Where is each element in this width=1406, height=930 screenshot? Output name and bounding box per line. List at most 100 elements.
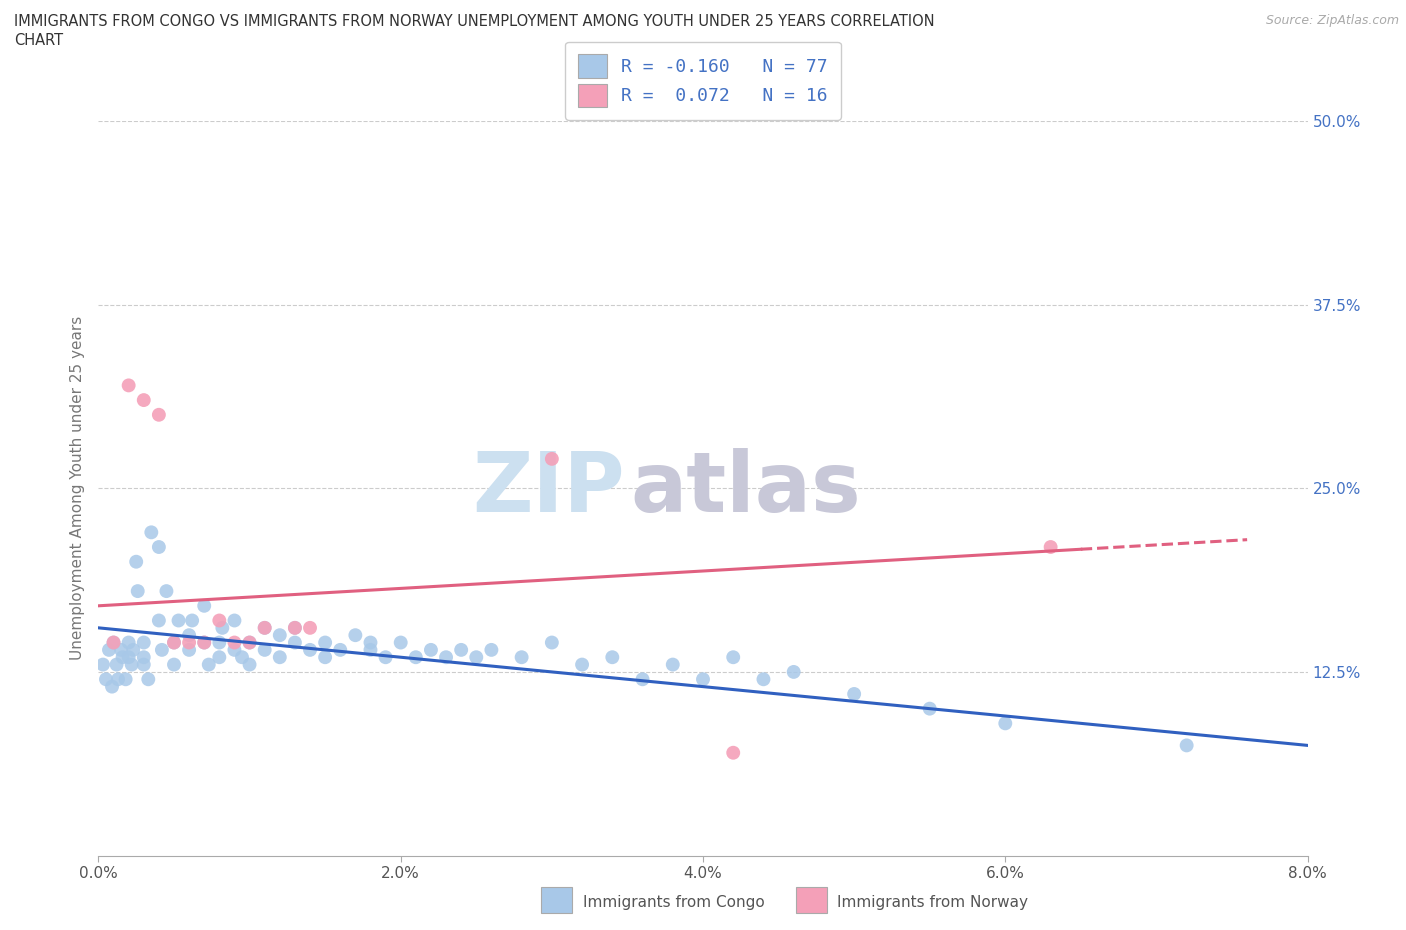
Text: Source: ZipAtlas.com: Source: ZipAtlas.com: [1265, 14, 1399, 27]
Point: [141, 525, 163, 539]
Point: [723, 745, 745, 760]
Point: [208, 613, 231, 628]
Point: [111, 650, 134, 665]
Point: [420, 643, 443, 658]
Point: [405, 650, 427, 665]
Point: [211, 620, 233, 635]
Point: [374, 650, 396, 665]
Bar: [541, 887, 572, 913]
Point: [163, 658, 186, 672]
Point: [783, 664, 806, 679]
Bar: [796, 887, 827, 913]
Text: CHART: CHART: [14, 33, 63, 47]
Point: [193, 635, 215, 650]
Point: [1175, 738, 1198, 753]
Point: [231, 650, 253, 665]
Point: [179, 643, 201, 658]
Point: [127, 584, 149, 599]
Point: [132, 635, 155, 650]
Point: [91, 658, 114, 672]
Point: [239, 658, 262, 672]
Point: [253, 620, 276, 635]
Point: [360, 635, 382, 650]
Point: [314, 635, 336, 650]
Text: ZIP: ZIP: [472, 447, 624, 529]
Point: [208, 650, 231, 665]
Point: [314, 650, 336, 665]
Point: [994, 716, 1017, 731]
Point: [253, 620, 276, 635]
Point: [752, 671, 775, 686]
Point: [136, 671, 159, 686]
Point: [148, 539, 170, 554]
Text: Immigrants from Congo: Immigrants from Congo: [583, 895, 765, 910]
Point: [148, 407, 170, 422]
Point: [118, 650, 141, 665]
Point: [110, 643, 132, 658]
Text: atlas: atlas: [630, 447, 862, 529]
Point: [329, 643, 352, 658]
Point: [105, 658, 128, 672]
Point: [344, 628, 367, 643]
Point: [132, 392, 155, 407]
Point: [98, 643, 121, 658]
Point: [239, 635, 262, 650]
Point: [118, 635, 141, 650]
Point: [284, 620, 307, 635]
Point: [150, 643, 173, 658]
Point: [224, 635, 246, 650]
Point: [540, 451, 562, 466]
Point: [155, 584, 177, 599]
Point: [360, 643, 382, 658]
Point: [94, 671, 117, 686]
Point: [167, 613, 190, 628]
Point: [450, 643, 472, 658]
Point: [299, 620, 322, 635]
Y-axis label: Unemployment Among Youth under 25 years: Unemployment Among Youth under 25 years: [70, 316, 86, 660]
Point: [125, 554, 148, 569]
Point: [103, 635, 125, 650]
Point: [179, 635, 201, 650]
Point: [510, 650, 533, 665]
Point: [197, 658, 219, 672]
Text: IMMIGRANTS FROM CONGO VS IMMIGRANTS FROM NORWAY UNEMPLOYMENT AMONG YOUTH UNDER 2: IMMIGRANTS FROM CONGO VS IMMIGRANTS FROM…: [14, 14, 935, 29]
Point: [239, 635, 262, 650]
Point: [284, 620, 307, 635]
Point: [163, 635, 186, 650]
Point: [253, 643, 276, 658]
Point: [148, 613, 170, 628]
Point: [101, 679, 124, 694]
Point: [269, 628, 291, 643]
Point: [299, 643, 322, 658]
Point: [193, 635, 215, 650]
Point: [181, 613, 204, 628]
Point: [1039, 539, 1062, 554]
Point: [465, 650, 488, 665]
Point: [208, 635, 231, 650]
Point: [224, 643, 246, 658]
Point: [193, 598, 215, 613]
Point: [661, 658, 683, 672]
Point: [389, 635, 412, 650]
Point: [284, 635, 307, 650]
Point: [107, 671, 129, 686]
Text: Immigrants from Norway: Immigrants from Norway: [837, 895, 1028, 910]
Point: [434, 650, 457, 665]
Point: [602, 650, 624, 665]
Point: [163, 635, 186, 650]
Point: [481, 643, 503, 658]
Point: [179, 628, 201, 643]
Point: [540, 635, 562, 650]
Point: [132, 658, 155, 672]
Point: [118, 378, 141, 392]
Point: [103, 635, 125, 650]
Point: [692, 671, 714, 686]
Legend: R = -0.160   N = 77, R =  0.072   N = 16: R = -0.160 N = 77, R = 0.072 N = 16: [565, 42, 841, 120]
Point: [571, 658, 593, 672]
Point: [224, 613, 246, 628]
Point: [844, 686, 866, 701]
Point: [723, 650, 745, 665]
Point: [132, 650, 155, 665]
Point: [122, 643, 145, 658]
Point: [918, 701, 941, 716]
